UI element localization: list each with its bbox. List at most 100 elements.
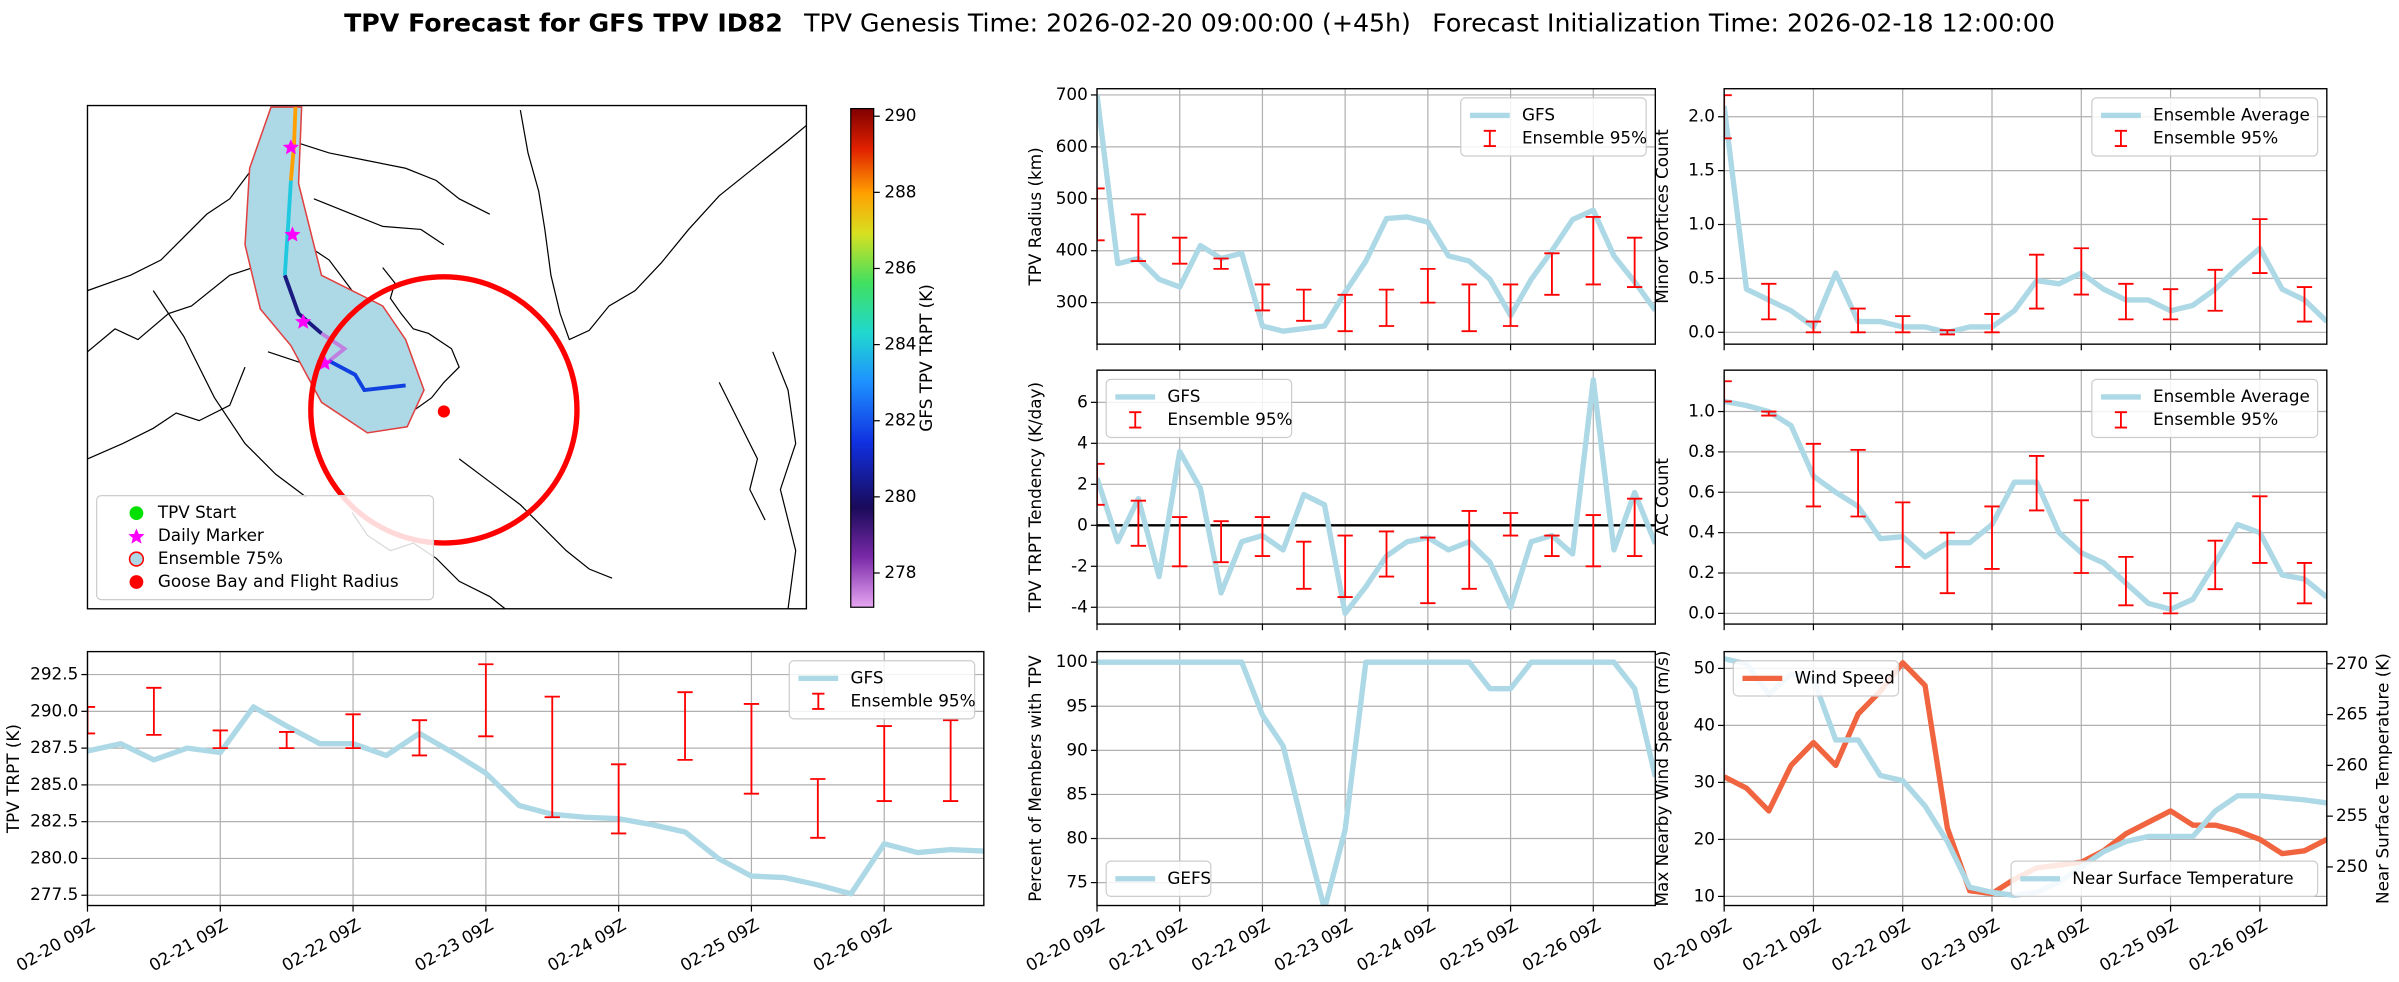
y-tick-label: 287.5 — [30, 737, 78, 757]
error-bar — [1761, 410, 1777, 417]
series-line — [1724, 398, 2327, 613]
star — [295, 313, 312, 329]
y-tick-label: 2 — [1077, 473, 1088, 493]
legend-label: Ensemble 95% — [1167, 409, 1292, 429]
y-tick-label: 0.5 — [1688, 267, 1715, 287]
legend-label: Ensemble 75% — [158, 548, 283, 568]
legend-label: Ensemble 95% — [1522, 127, 1647, 147]
y-tick-label: 282.5 — [30, 811, 78, 831]
y-tick-label: -2 — [1071, 555, 1088, 575]
error-bar — [1984, 313, 2000, 334]
plot-area — [87, 663, 984, 897]
legend-label: Ensemble Average — [2153, 104, 2310, 124]
error-bar — [1172, 236, 1188, 265]
y-tick-label: 277.5 — [30, 884, 78, 904]
error-bar — [1378, 530, 1395, 578]
axes-frame — [1096, 88, 1657, 345]
goose-bay — [437, 405, 450, 418]
error-bar — [1761, 282, 1777, 321]
y-tick-label: 1.0 — [1688, 401, 1715, 421]
plot-area — [1724, 94, 2327, 336]
y-axis-label: Percent of Members with TPV — [1025, 655, 1045, 902]
y-tick-label: 285.0 — [30, 774, 78, 794]
error-bar — [1895, 315, 1911, 334]
error-bar — [2296, 561, 2313, 605]
series-line — [87, 704, 984, 897]
error-bar — [1984, 505, 2000, 570]
legend-marker — [129, 506, 144, 521]
track — [328, 359, 406, 393]
error-bar — [942, 719, 959, 802]
legend-swatch — [1483, 129, 1496, 147]
error-bar — [1213, 257, 1229, 270]
error-bar — [1805, 320, 1822, 334]
y-tick-label: 0 — [1077, 514, 1088, 534]
y-tick-label: 1.0 — [1688, 214, 1715, 234]
y-tick-label: 0.4 — [1688, 522, 1715, 542]
axes-frame — [1723, 650, 2328, 907]
legend-label: Goose Bay and Flight Radius — [158, 571, 399, 591]
error-bar — [2162, 592, 2179, 615]
error-bar — [743, 703, 760, 795]
map — [87, 106, 807, 609]
y2-tick-label: 265 — [2336, 704, 2368, 724]
y2-tick-label: 260 — [2336, 754, 2368, 774]
coastline — [519, 110, 807, 341]
colorbar-tick-label: 290 — [884, 105, 916, 125]
error-bar — [1724, 94, 1732, 140]
y-axis-label: AC Count — [1652, 458, 1672, 537]
y-tick-label: 0.6 — [1688, 481, 1715, 501]
error-bar — [478, 663, 494, 738]
error-bar — [2028, 455, 2045, 512]
error-bar — [611, 763, 627, 835]
error-bar — [1097, 462, 1105, 506]
error-bar — [2028, 253, 2045, 310]
y-axis-label: TPV Radius (km) — [1025, 147, 1045, 286]
subtitle: Forecast Initialization Time: 2026-02-18… — [1432, 8, 2055, 37]
error-bar — [1626, 497, 1643, 557]
error-bar — [1254, 516, 1271, 557]
y-tick-label: 0.8 — [1688, 441, 1715, 461]
coastline — [718, 351, 797, 609]
error-bar — [2207, 268, 2223, 312]
track — [282, 180, 293, 276]
y-tick-label: 300 — [1056, 292, 1088, 312]
error-bar — [1544, 252, 1560, 296]
y-tick-label: 40 — [1694, 714, 1715, 734]
flight-radius — [308, 274, 580, 546]
legend-label: Wind Speed — [1795, 667, 1895, 687]
title-bold: TPV Forecast for GFS TPV ID82 — [344, 8, 783, 37]
y-tick-label: 290.0 — [30, 700, 78, 720]
y-tick-label: 600 — [1056, 136, 1088, 156]
legend-swatch — [1129, 411, 1142, 429]
error-bar — [1939, 531, 1956, 595]
error-bar — [1337, 534, 1353, 598]
colorbar-label: GFS TPV TRPT (K) — [916, 284, 936, 432]
legend-swatch — [2114, 129, 2128, 147]
y-tick-label: 90 — [1066, 739, 1087, 759]
error-bar — [1850, 307, 1866, 334]
error-bar — [1213, 520, 1229, 564]
error-bar — [1130, 213, 1147, 263]
star — [282, 139, 300, 155]
error-bar — [146, 686, 162, 736]
y-tick-label: 50 — [1694, 657, 1715, 677]
figure-title: TPV Forecast for GFS TPV ID82 TPV Genesis… — [344, 8, 2055, 37]
axes-frame — [86, 650, 985, 907]
axes-frame — [1096, 369, 1657, 625]
legend-box — [96, 494, 435, 601]
error-bar — [2073, 499, 2089, 574]
y-axis-label: Max Nearby Wind Speed (m/s) — [1652, 651, 1672, 907]
error-bar — [1130, 499, 1147, 547]
error-bar — [411, 719, 428, 757]
y-tick-label: 30 — [1694, 771, 1715, 791]
axes-frame — [1723, 88, 2328, 345]
legend-box — [1105, 378, 1293, 439]
legend-box — [2091, 378, 2319, 439]
error-bar — [1420, 267, 1436, 304]
error-bar — [1502, 512, 1519, 537]
error-bar — [1850, 448, 1866, 518]
error-bar — [2252, 218, 2268, 274]
error-bar — [1296, 540, 1312, 590]
